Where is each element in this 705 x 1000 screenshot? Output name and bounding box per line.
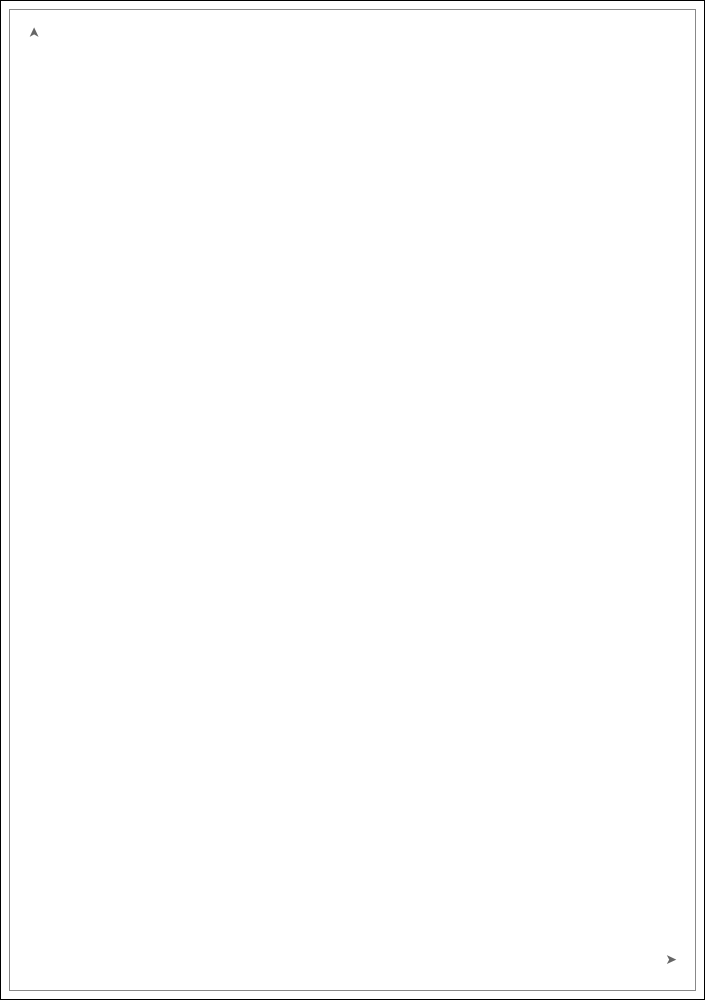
figure-frame: ➤ ➤ [9,9,696,991]
x-arrow: ➤ [665,951,677,968]
y-arrow: ➤ [25,27,42,39]
panel-grid [50,36,677,950]
